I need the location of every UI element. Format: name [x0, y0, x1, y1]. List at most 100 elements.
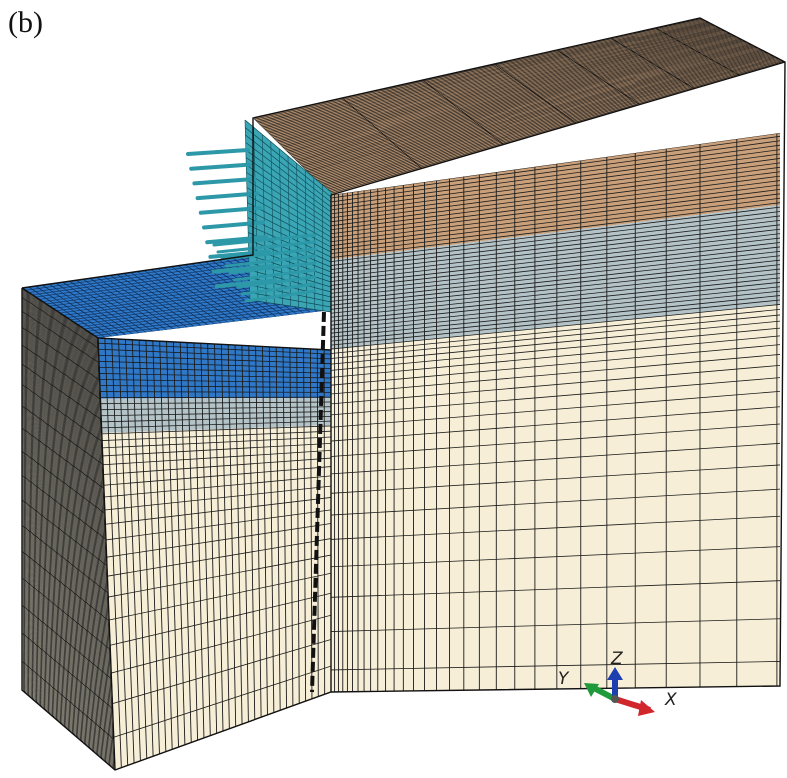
mesh-line [331, 281, 780, 330]
mesh-line [92, 334, 109, 765]
mesh-line [101, 411, 331, 417]
mesh-line [73, 322, 87, 745]
coordinate-axes-triad: X Y Z [558, 649, 677, 716]
mesh-line [331, 233, 780, 286]
mesh-line [47, 305, 55, 718]
mesh-line [331, 286, 780, 334]
mesh-line [22, 326, 100, 381]
mesh-line [79, 325, 93, 751]
mesh-line [331, 189, 780, 247]
mesh-line [294, 41, 746, 160]
mesh-line [22, 297, 99, 349]
mesh-line [331, 354, 780, 395]
mesh-line [42, 301, 48, 712]
mesh-line [331, 364, 780, 405]
mesh-line [104, 485, 331, 511]
mesh-line [276, 30, 726, 142]
mesh-line [22, 384, 103, 442]
mesh-line [112, 639, 331, 705]
mesh-line [331, 158, 780, 219]
mesh-line [84, 299, 317, 330]
anchor-tendon [232, 268, 317, 282]
mesh-line [75, 323, 89, 748]
excavated-layer [98, 338, 331, 399]
mesh-line [86, 330, 103, 759]
mesh-line [40, 300, 45, 710]
mesh-line [88, 332, 105, 761]
mesh-line [105, 497, 331, 525]
mesh-line [331, 237, 780, 290]
mesh-line [254, 18, 702, 120]
retained-soil-front-face [331, 133, 780, 692]
mesh-line [319, 55, 773, 184]
outline-edge [97, 337, 116, 771]
anchor-tendon [205, 235, 268, 245]
mesh-line [33, 295, 38, 703]
outline-edge [330, 61, 786, 196]
sand-layer [331, 304, 780, 692]
mesh-line [41, 300, 47, 711]
mesh-line [22, 427, 105, 489]
mesh-line [48, 305, 56, 719]
mesh-line [316, 53, 770, 182]
mesh-line [277, 31, 728, 143]
mesh-line [295, 41, 747, 161]
mesh-line [101, 415, 331, 423]
mesh-line [282, 34, 733, 148]
mesh-line [22, 310, 100, 364]
mesh-line [32, 295, 36, 702]
mesh-line [65, 316, 76, 736]
mesh-line [44, 302, 51, 715]
mesh-line [22, 551, 110, 622]
mesh-line [331, 228, 780, 282]
mesh-line [556, 49, 640, 105]
anchor-tendon [216, 240, 317, 254]
anchor-tendon [186, 148, 250, 156]
anchor-tendon [244, 289, 317, 303]
anchor-tendon [192, 177, 256, 186]
mesh-line [329, 60, 784, 195]
mesh-line [331, 259, 780, 310]
mesh-line [327, 59, 781, 192]
mesh-line [29, 292, 32, 699]
mesh-line [22, 474, 107, 540]
mesh-line [275, 30, 725, 141]
mesh-line [342, 97, 423, 169]
front-face-mesh [331, 133, 780, 692]
mesh-line [45, 303, 52, 716]
mesh-line [98, 342, 331, 355]
mesh-line [81, 327, 96, 753]
mesh-line [307, 48, 760, 173]
mesh-line [331, 390, 780, 428]
excavation-face-mesh [98, 338, 331, 770]
mesh-line [331, 546, 780, 568]
mesh-line [331, 171, 780, 231]
mesh-line [80, 326, 95, 752]
mesh-line [331, 211, 780, 266]
mesh-line [49, 306, 57, 720]
mesh-line [331, 335, 780, 378]
mesh-line [331, 290, 780, 338]
mesh-line [331, 149, 780, 211]
mesh-line [43, 302, 49, 713]
mesh-line [50, 307, 59, 721]
mesh-line [331, 144, 780, 207]
mesh-line [258, 20, 706, 124]
mesh-line [104, 475, 331, 498]
mesh-line [331, 166, 780, 227]
mesh-line [331, 344, 780, 386]
mesh-line [22, 405, 104, 465]
mesh-line [101, 420, 331, 429]
mesh-line [263, 23, 712, 129]
mesh-line [76, 324, 91, 749]
anchor-tendon [240, 282, 317, 296]
mesh-line [36, 297, 41, 707]
mesh-line [284, 35, 735, 150]
mesh-line [38, 299, 44, 709]
mesh-line [98, 348, 331, 360]
mesh-line [331, 268, 780, 318]
mesh-line [331, 320, 780, 365]
mesh-line [264, 24, 713, 130]
mesh-line [63, 315, 75, 735]
outline-edge [21, 287, 332, 351]
